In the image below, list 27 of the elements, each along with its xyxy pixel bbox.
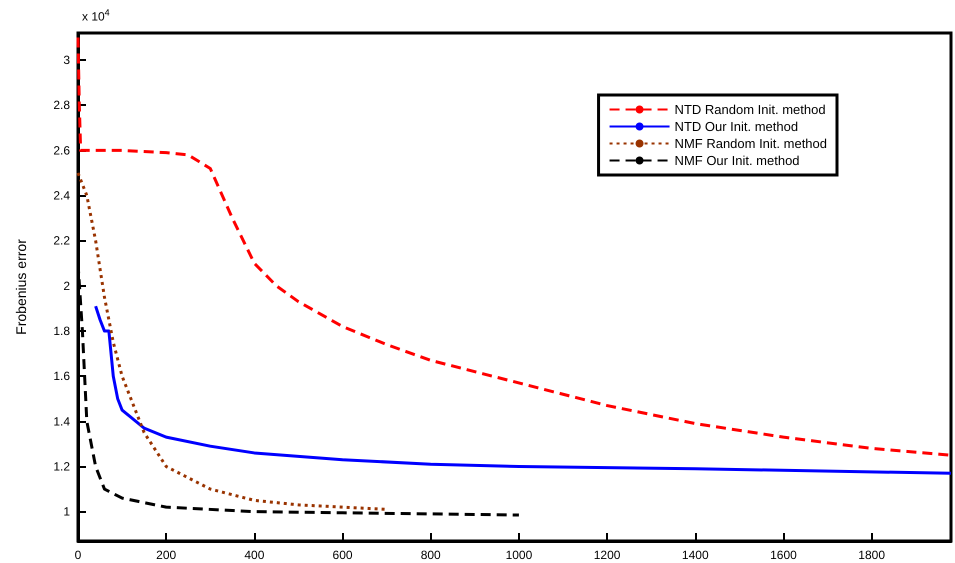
y-tick-label: 1.4 — [53, 414, 70, 428]
y-tick-label: 2.8 — [53, 98, 70, 112]
legend-label: NTD Our Init. method — [674, 119, 798, 134]
y-tick-label: 2.4 — [53, 188, 70, 203]
x-tick-label: 400 — [244, 548, 265, 562]
x-tick-label: 1600 — [770, 548, 798, 562]
y-tick-label: 3 — [63, 53, 70, 68]
y-tick-label: 2.6 — [53, 143, 70, 158]
x-tick-label: 600 — [332, 548, 353, 562]
y-tick-label: 2.2 — [53, 234, 70, 248]
y-tick-label: 1 — [63, 504, 70, 519]
legend-label: NMF Our Init. method — [674, 153, 800, 168]
x-tick-label: 1000 — [506, 548, 533, 562]
x-tick-label: 1200 — [594, 548, 621, 562]
x-tick-label: 800 — [420, 548, 442, 562]
y-tick-label: 1.8 — [53, 324, 70, 338]
x-tick-label: 200 — [156, 548, 177, 562]
line-series — [94, 304, 952, 475]
legend-label: NTD Random Init. method — [674, 102, 826, 117]
legend-label: NMF Random Init. method — [674, 136, 828, 151]
y-axis-title: Frobenius error — [13, 238, 29, 335]
x-tick-label: 1400 — [682, 548, 709, 562]
y-tick-label: 1.2 — [53, 459, 70, 474]
x-tick-label: 0 — [74, 548, 82, 562]
y-tick-label: 2 — [63, 278, 70, 293]
x-tick-label: 1800 — [858, 548, 886, 562]
y-tick-label: 1.6 — [53, 369, 70, 384]
